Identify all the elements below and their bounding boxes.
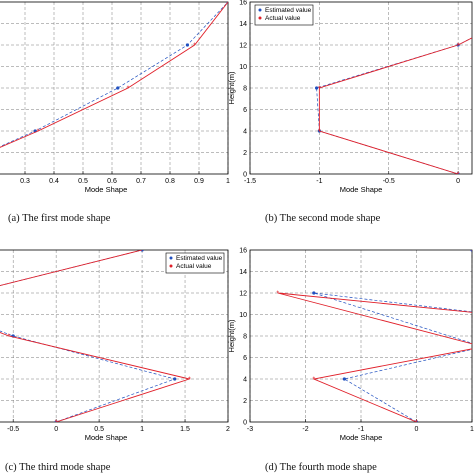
x-tick-label: -1 (316, 178, 322, 185)
legend-marker-actual (169, 264, 173, 268)
point-actual: * (127, 85, 130, 92)
y-tick-label: 10 (239, 312, 247, 319)
series-line-actual (0, 250, 192, 422)
x-tick-label: 0 (456, 178, 460, 185)
y-tick-label: 4 (243, 129, 247, 136)
x-tick-label: -1 (358, 426, 364, 433)
figure-caption: (a) The first mode shape (8, 213, 111, 224)
legend-entry: Estimated value (176, 255, 223, 262)
y-tick-label: 0 (243, 172, 247, 179)
x-tick-label: 0.3 (20, 178, 30, 185)
y-tick-label: 4 (243, 377, 247, 384)
series-line-actual (0, 2, 228, 148)
point-estimated (116, 86, 120, 90)
point-actual: * (141, 247, 144, 254)
y-tick-label: 10 (239, 64, 247, 71)
y-tick-label: 16 (239, 248, 247, 255)
point-actual: * (312, 376, 315, 383)
point-estimated (315, 86, 319, 90)
y-tick-label: 14 (239, 269, 247, 276)
y-tick-label: 0 (243, 420, 247, 427)
x-tick-label: -0.5 (383, 178, 395, 185)
point-actual: * (8, 333, 11, 340)
point-actual: * (457, 42, 460, 49)
figure-caption: (b) The second mode shape (265, 213, 381, 224)
series-line-estimated (0, 2, 228, 147)
legend-entry: Actual value (176, 263, 212, 270)
point-actual: * (193, 42, 196, 49)
point-estimated (470, 250, 472, 252)
x-tick-label: 0 (415, 426, 419, 433)
figure-caption: (c) The third mode shape (5, 462, 111, 473)
y-tick-label: 6 (243, 107, 247, 114)
point-actual: * (457, 171, 460, 178)
point-actual: * (276, 290, 279, 297)
y-axis-label: Height(m) (227, 71, 236, 104)
y-tick-label: 2 (243, 150, 247, 157)
point-actual: * (318, 85, 321, 92)
x-tick-label: 0.5 (78, 178, 88, 185)
plot-frame (0, 249, 229, 423)
y-tick-label: 12 (239, 43, 247, 50)
x-tick-label: 0.9 (194, 178, 204, 185)
x-tick-label: 1.5 (180, 426, 190, 433)
y-tick-label: 6 (243, 355, 247, 362)
legend-marker-estimated (258, 8, 262, 12)
x-tick-label: 1 (470, 426, 474, 433)
x-tick-label: 2 (226, 426, 230, 433)
x-tick-label: -1.5 (244, 178, 256, 185)
y-tick-label: 14 (239, 21, 247, 28)
y-tick-label: 2 (243, 398, 247, 405)
legend-entry: Actual value (265, 15, 301, 22)
point-actual: * (415, 419, 418, 426)
x-axis-label: Mode Shape (340, 185, 383, 194)
plot-frame (249, 1, 473, 175)
x-tick-label: 0.4 (49, 178, 59, 185)
y-tick-label: 16 (239, 0, 247, 7)
x-tick-label: 0.6 (107, 178, 117, 185)
x-tick-label: -0.5 (7, 426, 19, 433)
point-actual: * (318, 128, 321, 135)
series-line-estimated (313, 250, 472, 422)
y-axis-label: Height(m) (227, 319, 236, 352)
legend-entry: Estimated value (265, 7, 312, 14)
x-tick-label: 0.5 (94, 426, 104, 433)
point-estimated (312, 291, 316, 295)
point-actual: * (471, 247, 474, 254)
series-line-actual (277, 250, 472, 422)
x-axis-label: Mode Shape (85, 185, 128, 194)
x-tick-label: 1 (226, 178, 230, 185)
x-tick-label: 0.7 (136, 178, 146, 185)
x-tick-label: 0.8 (165, 178, 175, 185)
y-tick-label: 8 (243, 334, 247, 341)
point-estimated (185, 43, 189, 47)
x-tick-label: 1 (140, 426, 144, 433)
x-tick-label: -2 (302, 426, 308, 433)
figure-caption: (d) The fourth mode shape (265, 462, 377, 473)
y-tick-label: 8 (243, 86, 247, 93)
point-actual: * (188, 376, 191, 383)
legend-marker-actual (258, 16, 262, 20)
x-tick-label: 0 (54, 426, 58, 433)
y-tick-label: 12 (239, 291, 247, 298)
point-estimated (173, 377, 177, 381)
x-tick-label: -3 (247, 426, 253, 433)
legend-marker-estimated (169, 256, 173, 260)
point-actual: * (37, 128, 40, 135)
chart-panel-2: -1.5 -1 -0.5 0 0 2 4 6 8 10 12 14 16 Height(m) Mode Sh… (227, 0, 473, 194)
point-actual: * (55, 419, 58, 426)
series-line-actual (318, 37, 472, 174)
x-axis-label: Mode Shape (340, 433, 383, 442)
x-axis-label: Mode Shape (85, 433, 128, 442)
point-actual: * (227, 0, 230, 6)
point-estimated (342, 377, 346, 381)
